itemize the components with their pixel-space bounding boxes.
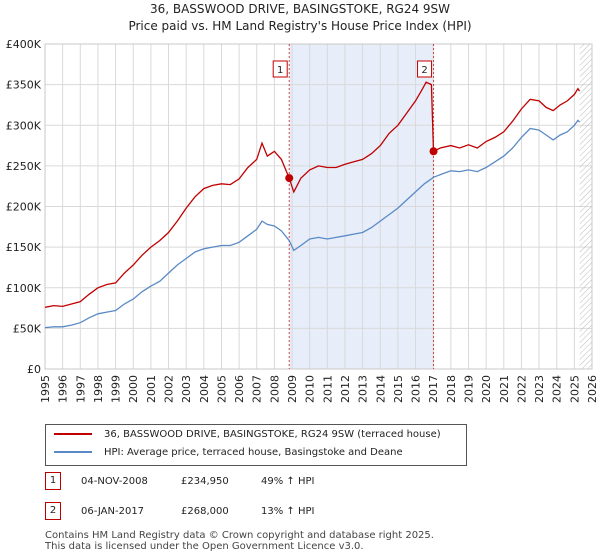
x-tick-label: 2012 [339,375,352,403]
sale-date: 06-JAN-2017 [81,506,145,517]
x-tick-label: 1996 [57,375,70,403]
x-tick-label: 1999 [110,375,123,403]
series-line [44,119,581,329]
sale-hpi-change: 13% ↑ HPI [261,506,315,517]
sale-date: 04-NOV-2008 [81,476,148,487]
y-tick-label: £150K [6,241,42,254]
x-tick-label: 2000 [127,375,140,403]
x-tick-label: 2026 [586,375,599,403]
footer: Contains HM Land Registry data © Crown c… [45,530,585,552]
sale-marker: 1 [45,472,61,490]
x-tick-label: 2024 [551,375,564,403]
legend-item-property: 36, BASSWOOD DRIVE, BASINGSTOKE, RG24 9S… [54,427,441,443]
x-tick-label: 2007 [251,375,264,403]
sale-hpi-change: 49% ↑ HPI [261,476,315,487]
legend: 36, BASSWOOD DRIVE, BASINGSTOKE, RG24 9S… [45,424,467,466]
x-tick-label: 2001 [145,375,158,403]
x-tick-label: 2016 [410,375,423,403]
x-tick-label: 2005 [215,375,228,403]
x-tick-label: 2008 [268,375,281,403]
y-tick-label: £0 [27,363,41,376]
x-tick-label: 2015 [392,375,405,403]
sale-row: 1 04-NOV-2008 £234,950 49% ↑ HPI [45,472,341,492]
legend-label-property: 36, BASSWOOD DRIVE, BASINGSTOKE, RG24 9S… [104,429,441,440]
plot-border [44,43,593,370]
sale-price: £268,000 [181,506,229,517]
legend-item-hpi: HPI: Average price, terraced house, Basi… [54,445,403,461]
x-tick-label: 2011 [321,375,334,403]
x-tick-label: 1998 [92,375,105,403]
price-chart: £0 £50K £100K £150K £200K £250K £300K £350K £400… [6,38,599,403]
y-tick-label: £250K [6,160,42,173]
x-tick-label: 2014 [374,375,387,403]
x-tick-label: 2019 [462,375,475,403]
annotation-box [417,60,433,78]
y-tick-label: £300K [6,119,42,132]
y-tick-label: £200K [6,201,42,214]
sale-point [285,174,294,183]
x-tick-label: 2018 [445,375,458,403]
sale-price: £234,950 [181,476,229,487]
sale-point [429,147,438,156]
chart-subtitle: Price paid vs. HM Land Registry's House … [128,19,472,33]
sale-row: 2 06-JAN-2017 £268,000 13% ↑ HPI [45,502,341,522]
x-tick-label: 2022 [515,375,528,403]
sale-marker: 2 [45,502,61,520]
y-tick-label: £50K [13,322,42,335]
footer-line-1: Contains HM Land Registry data © Crown c… [45,530,434,541]
x-tick-label: 2009 [286,375,299,403]
series-line [44,81,581,308]
x-tick-label: 2025 [568,375,581,403]
x-tick-label: 2010 [304,375,317,403]
chart-title: 36, BASSWOOD DRIVE, BASINGSTOKE, RG24 9S… [149,2,451,16]
x-tick-label: 2017 [427,375,440,403]
x-tick-label: 2004 [198,375,211,403]
x-tick-label: 2021 [498,375,511,403]
annotation-label: 2 [421,65,427,76]
legend-label-hpi: HPI: Average price, terraced house, Basi… [104,447,403,458]
x-tick-label: 2002 [163,375,176,403]
footer-line-2: This data is licensed under the Open Gov… [45,541,364,552]
future-hatch [579,44,592,369]
legend-swatch-property [54,433,92,435]
x-tick-label: 1997 [74,375,87,403]
x-tick-label: 2023 [533,375,546,403]
x-tick-label: 2013 [357,375,370,403]
annotation-box [272,60,288,78]
y-tick-label: £100K [6,282,42,295]
x-tick-label: 1995 [39,375,52,403]
x-tick-label: 2020 [480,375,493,403]
legend-swatch-hpi [54,451,92,453]
y-tick-label: £350K [6,79,42,92]
y-tick-label: £400K [6,38,42,51]
x-tick-label: 2006 [233,375,246,403]
annotation-label: 1 [277,65,283,76]
x-tick-label: 2003 [180,375,193,403]
